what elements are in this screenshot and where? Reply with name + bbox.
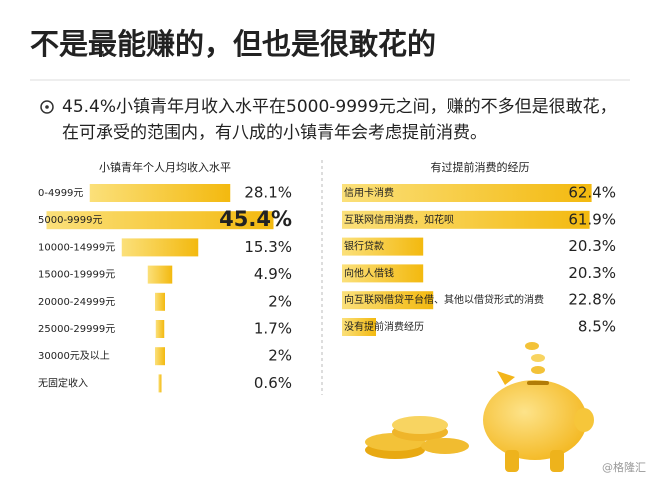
value-label: 2% [268,292,292,310]
value-label: 20.3% [568,237,616,255]
category-label: 向互联网借贷平台借、其他以借贷形式的消费 [344,293,544,306]
value-label: 62.4% [568,184,616,202]
bar [155,292,165,311]
bar [155,347,165,366]
category-label: 没有提前消费经历 [344,320,424,333]
bar [158,374,162,393]
piggy-bank [483,342,594,472]
bar [89,184,231,202]
title: 不是最能赚的，但也是很敢花的 [30,27,436,61]
value-label: 2% [268,347,292,365]
value-label: 8.5% [578,318,616,336]
category-label: 20000-24999元 [38,297,115,308]
bar [121,238,199,257]
value-label: 45.4% [219,207,292,231]
category-label: 银行贷款 [344,240,384,253]
bar [342,237,424,256]
bar [342,184,592,202]
category-label: 信用卡消费 [344,186,394,199]
category-label: 5000-9999元 [38,215,103,226]
category-label: 30000元及以上 [38,350,110,362]
category-label: 0-4999元 [38,188,83,199]
bar [155,320,165,338]
coins [365,416,469,459]
category-label: 互联网信用消费，如花呗 [344,213,454,226]
bar [342,264,424,283]
category-label: 15000-19999元 [38,270,115,281]
value-label: 61.9% [568,210,616,228]
value-label: 28.1% [244,184,292,202]
bar [342,291,434,310]
value-label: 1.7% [254,320,292,338]
bullet-text: 45.4%小镇青年月收入水平在5000-9999元之间，赚的不多但是很敢花，在可… [62,97,617,143]
bar [342,318,376,336]
category-label: 无固定收入 [38,376,88,389]
bullet-box: 45.4%小镇青年月收入水平在5000-9999元之间，赚的不多但是很敢花，在可… [62,97,617,143]
value-label: 22.8% [568,291,616,309]
category-label: 25000-29999元 [38,324,115,335]
bar [147,265,173,284]
value-label: 0.6% [254,374,292,392]
chart-title: 有过提前消费的经历 [431,160,530,174]
category-label: 向他人借钱 [344,266,394,279]
bar [46,211,274,230]
bullet-icon [40,100,54,114]
bar [342,210,590,229]
value-label: 15.3% [244,238,292,256]
chart-title: 小镇青年个人月均收入水平 [99,160,231,174]
value-label: 4.9% [254,265,292,283]
bullet-dot [45,105,49,109]
category-label: 10000-14999元 [38,242,115,253]
value-label: 20.3% [568,264,616,282]
watermark: @格隆汇 [602,460,646,474]
